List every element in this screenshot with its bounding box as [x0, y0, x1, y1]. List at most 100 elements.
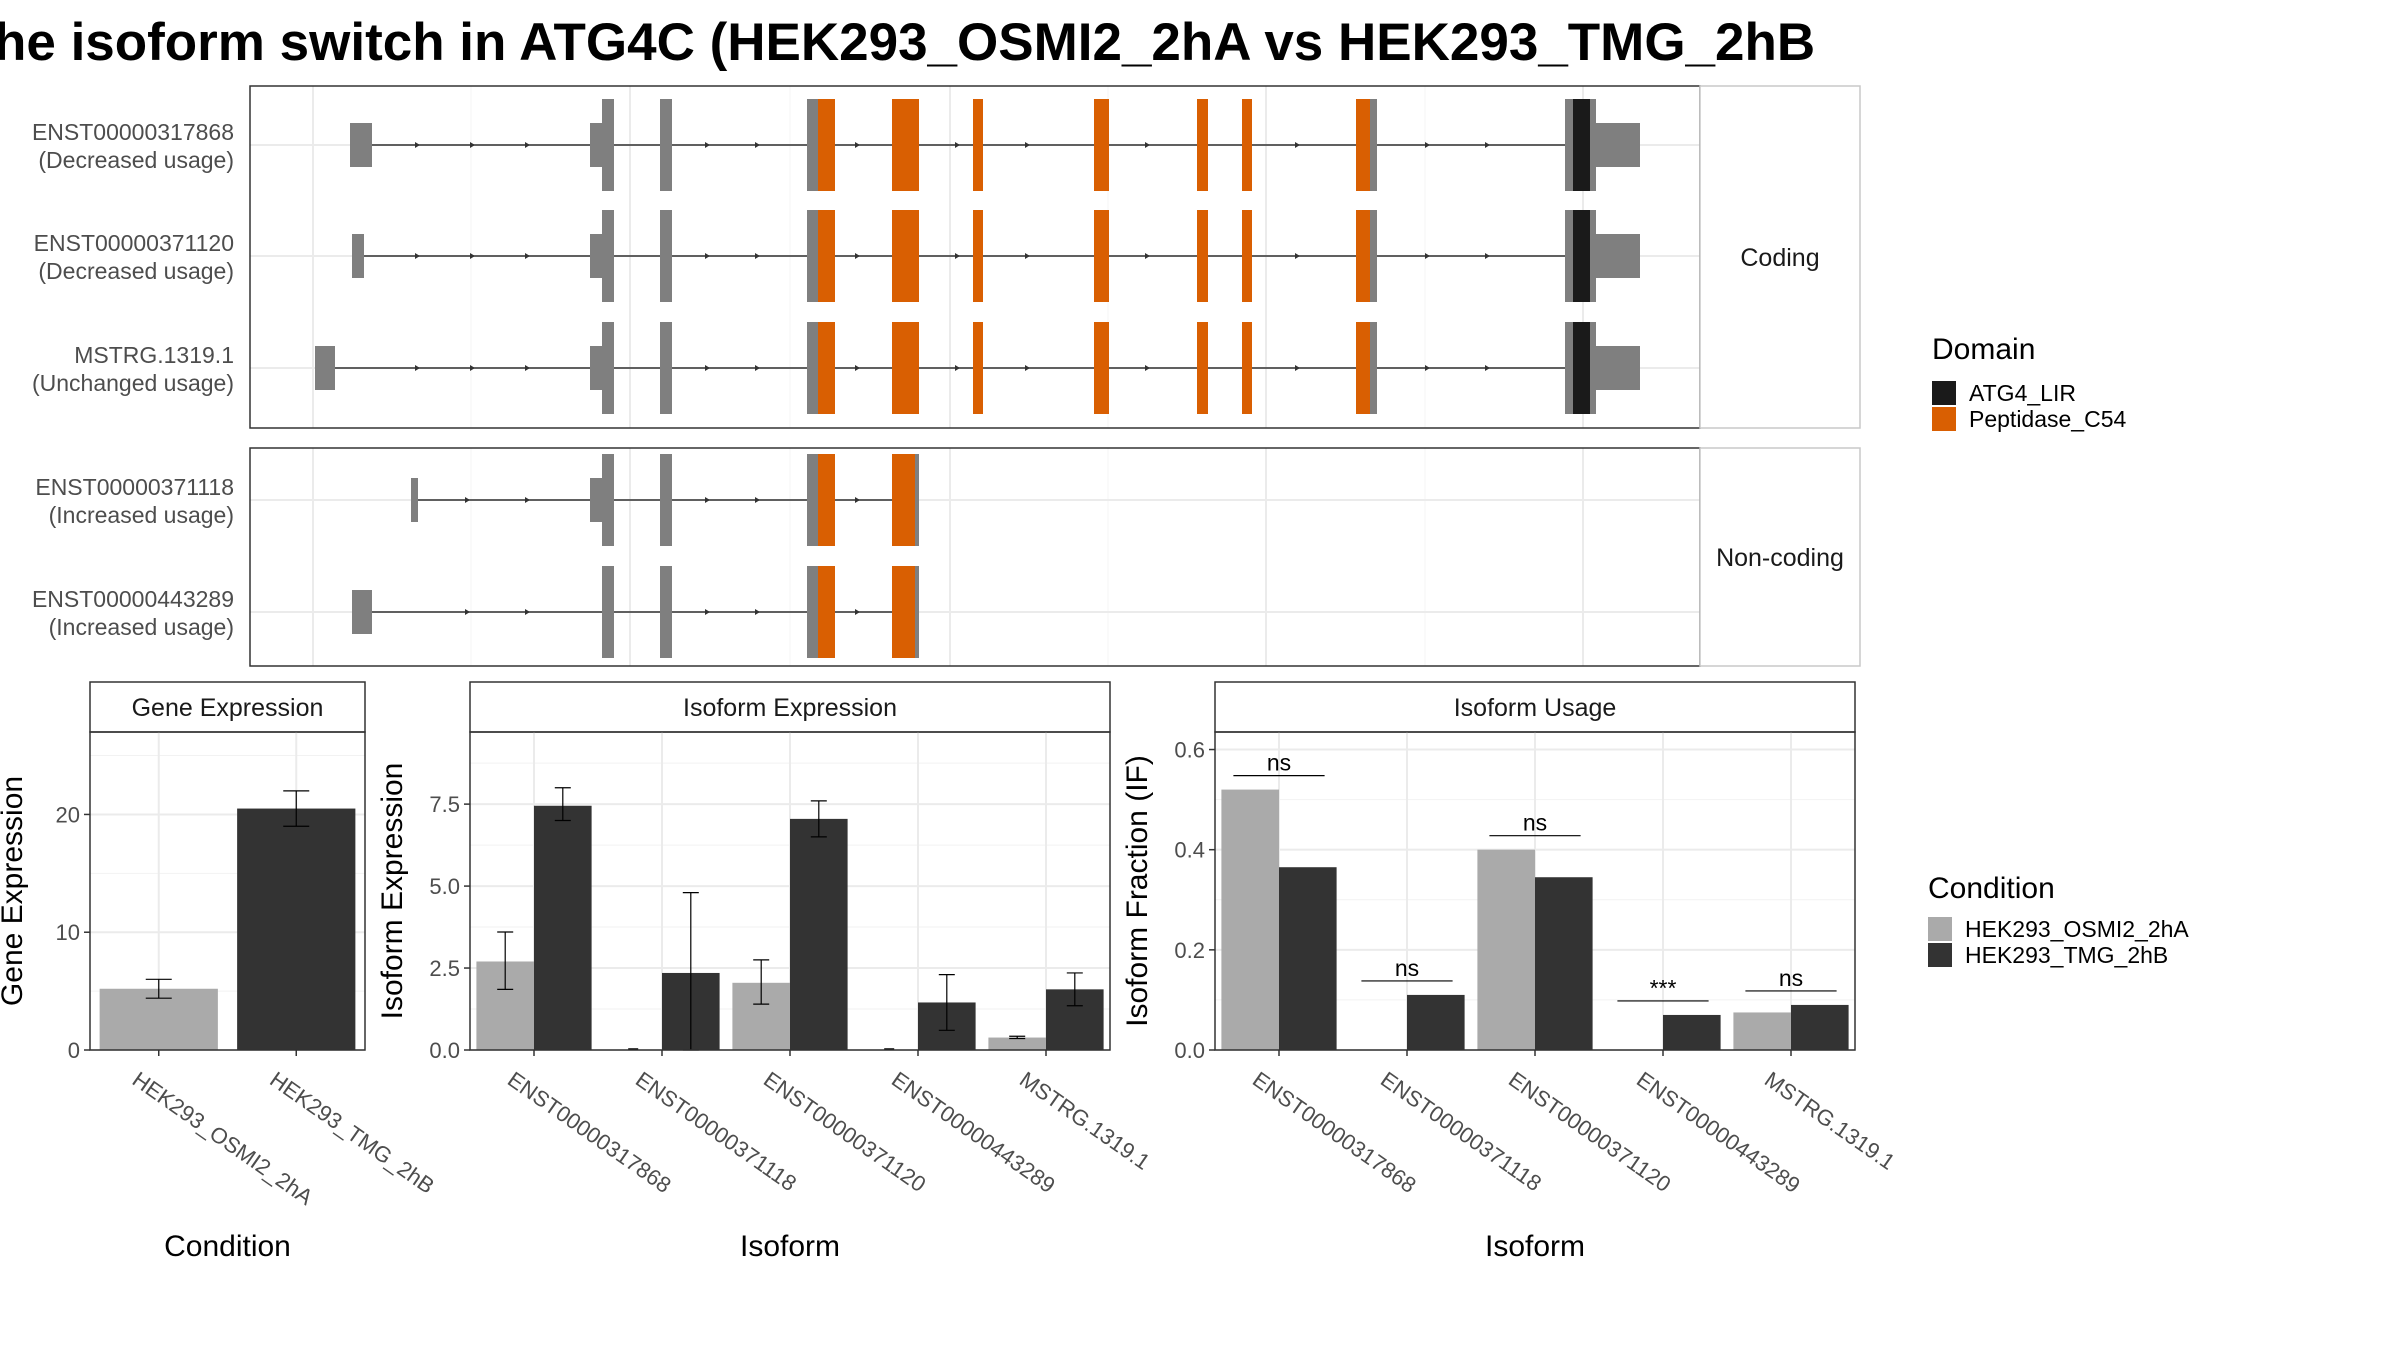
exon-peptidase-c54-domain: [818, 322, 835, 414]
exon-peptidase-c54-domain: [892, 322, 919, 414]
exon-atg4-lir-domain: [1579, 210, 1590, 302]
exon-utr: [1596, 123, 1640, 167]
facet-strip-label: Non-coding: [1716, 544, 1844, 572]
exon-coding: [1565, 322, 1573, 414]
exon-peptidase-c54-domain: [892, 99, 919, 191]
transcript-id: MSTRG.1319.1: [74, 342, 234, 368]
exon-coding: [602, 454, 614, 546]
y-tick-label: 2.5: [429, 956, 460, 981]
exon-peptidase-c54-domain: [1242, 99, 1252, 191]
exon-atg4-lir-domain: [1579, 99, 1590, 191]
panel-strip-label: Gene Expression: [132, 694, 324, 722]
exon-coding: [1370, 210, 1377, 302]
bar: [988, 1037, 1046, 1050]
bar: [1733, 1012, 1791, 1050]
intron-direction-arrow: [1425, 142, 1430, 148]
exon-utr: [1596, 234, 1640, 278]
intron-direction-arrow: [1295, 253, 1300, 259]
exon-coding: [602, 566, 614, 658]
intron-direction-arrow: [855, 497, 860, 503]
intron-direction-arrow: [705, 609, 710, 615]
intron-direction-arrow: [705, 142, 710, 148]
exon-utr: [352, 590, 372, 634]
intron-direction-arrow: [1295, 142, 1300, 148]
intron-direction-arrow: [755, 142, 760, 148]
domain-legend-title: Domain: [1932, 333, 2035, 366]
exon-peptidase-c54-domain: [892, 566, 915, 658]
intron-direction-arrow: [1145, 253, 1150, 259]
chart-gene-expression: Gene Expression01020HEK293_OSMI2_2hAHEK2…: [0, 681, 439, 1263]
y-tick-label: 7.5: [429, 792, 460, 817]
intron-direction-arrow: [1485, 365, 1490, 371]
facet-strip-label: Coding: [1740, 244, 1819, 272]
intron-direction-arrow: [855, 609, 860, 615]
condition-legend-label: HEK293_TMG_2hB: [1965, 942, 2168, 968]
intron-direction-arrow: [525, 365, 530, 371]
exon-peptidase-c54-domain: [973, 99, 983, 191]
exon-coding: [602, 322, 614, 414]
transcript-id: ENST00000371118: [35, 474, 234, 500]
chart-isoform-expression: Isoform Expression0.02.55.07.5ENST000003…: [376, 681, 1155, 1263]
exon-coding: [807, 99, 818, 191]
facet-non-coding: Non-coding ENST00000371118 (Increased usag…: [32, 447, 1861, 667]
exon-peptidase-c54-domain: [818, 99, 835, 191]
exon-peptidase-c54-domain: [1094, 322, 1109, 414]
exon-coding: [590, 346, 602, 390]
exon-peptidase-c54-domain: [1242, 322, 1252, 414]
bar: [1407, 994, 1465, 1050]
intron-direction-arrow: [1485, 253, 1490, 259]
exon-coding: [1590, 99, 1596, 191]
facet-strip: [1699, 85, 1861, 429]
bar: [534, 805, 592, 1050]
transcript-id: ENST00000317868: [32, 119, 234, 145]
transcript-row: ENST00000317868(Decreased usage): [32, 99, 1640, 191]
exon-coding: [660, 566, 672, 658]
exon-coding: [590, 123, 602, 167]
exon-coding: [660, 322, 672, 414]
exon-coding: [1370, 99, 1377, 191]
exon-atg4-lir-domain: [1573, 99, 1579, 191]
x-tick-label: MSTRG.1319.1: [1760, 1067, 1900, 1175]
exon-coding: [660, 99, 672, 191]
exon-utr: [350, 123, 372, 167]
transcript-row: ENST00000443289(Increased usage): [32, 566, 919, 658]
domain-legend-key: [1932, 407, 1956, 431]
exon-peptidase-c54-domain: [1197, 322, 1208, 414]
exon-utr: [411, 478, 418, 522]
intron-direction-arrow: [525, 497, 530, 503]
exon-coding: [660, 454, 672, 546]
exon-coding: [1565, 210, 1573, 302]
exon-coding: [1370, 322, 1377, 414]
y-tick-label: 0.0: [429, 1038, 460, 1063]
y-tick-label: 20: [56, 802, 80, 827]
transcript-usage: (Decreased usage): [38, 147, 234, 173]
y-tick-label: 0.0: [1174, 1038, 1205, 1063]
intron-direction-arrow: [1145, 365, 1150, 371]
significance-label: ns: [1779, 965, 1803, 991]
exon-utr: [352, 234, 364, 278]
exon-coding: [1590, 322, 1596, 414]
exon-peptidase-c54-domain: [1197, 210, 1208, 302]
intron-direction-arrow: [1485, 142, 1490, 148]
domain-legend-key: [1932, 381, 1956, 405]
y-axis-title: Isoform Expression: [376, 763, 409, 1020]
intron-direction-arrow: [1025, 365, 1030, 371]
exon-coding: [590, 234, 602, 278]
intron-direction-arrow: [470, 142, 475, 148]
exon-peptidase-c54-domain: [818, 566, 835, 658]
intron-direction-arrow: [705, 253, 710, 259]
exon-coding: [602, 99, 614, 191]
transcript-usage: (Increased usage): [49, 614, 234, 640]
intron-direction-arrow: [755, 253, 760, 259]
intron-direction-arrow: [470, 253, 475, 259]
x-axis-title: Isoform: [1485, 1230, 1585, 1263]
exon-coding: [807, 210, 818, 302]
intron-direction-arrow: [1295, 365, 1300, 371]
exon-coding: [807, 454, 818, 546]
exon-coding: [807, 566, 818, 658]
exon-coding: [590, 478, 602, 522]
intron-direction-arrow: [705, 365, 710, 371]
x-tick-label: MSTRG.1319.1: [1015, 1067, 1155, 1175]
figure-title: he isoform switch in ATG4C (HEK293_OSMI2…: [0, 13, 1815, 72]
